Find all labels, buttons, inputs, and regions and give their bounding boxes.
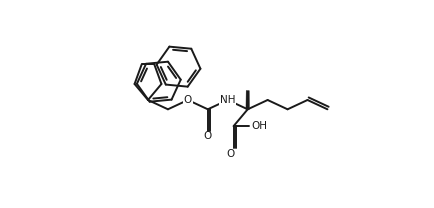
Text: NH: NH: [220, 95, 236, 105]
Polygon shape: [246, 91, 250, 109]
Text: OH: OH: [251, 121, 267, 131]
Text: O: O: [204, 131, 212, 141]
Text: O: O: [184, 95, 192, 105]
Text: O: O: [227, 149, 235, 159]
